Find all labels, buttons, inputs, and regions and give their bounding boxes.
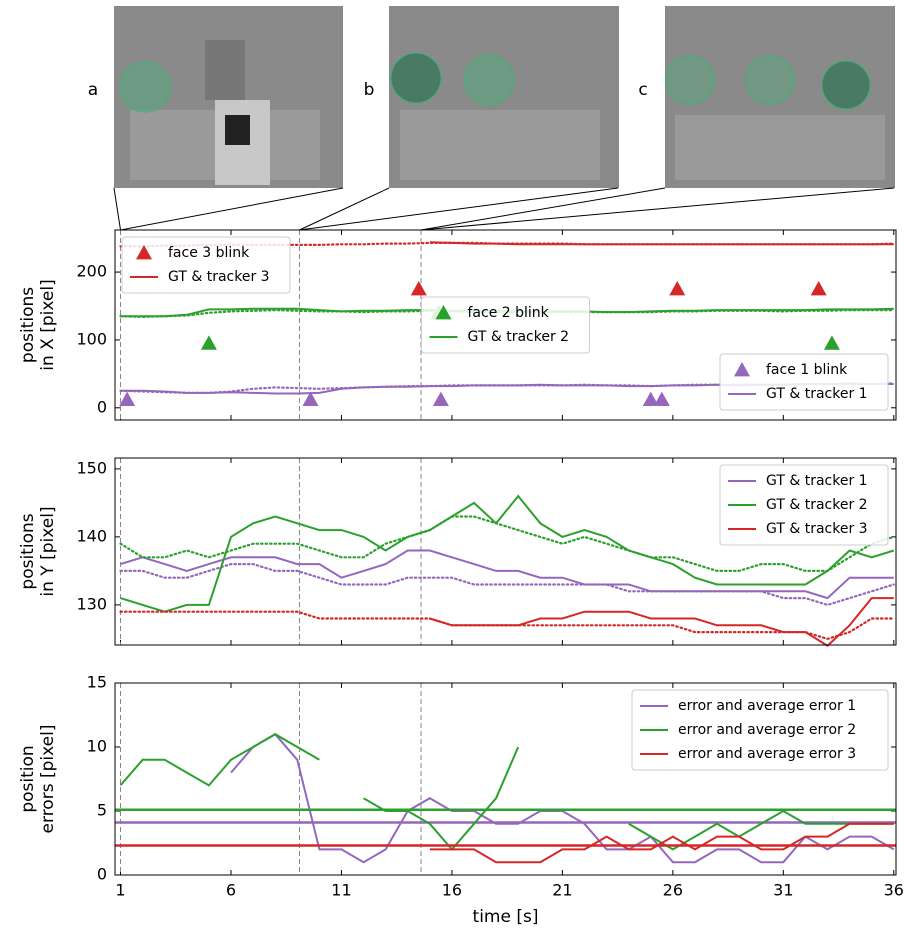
x-tick-label: 16 — [442, 881, 462, 900]
y-tick-label: 200 — [76, 262, 107, 281]
face-marker — [463, 54, 515, 106]
connector — [299, 187, 390, 231]
image-texture — [205, 40, 245, 100]
legend-label: GT & tracker 3 — [168, 269, 270, 285]
y-tick-label: 150 — [76, 458, 107, 477]
y-axis-label: positions — [18, 513, 38, 589]
y-tick-label: 15 — [87, 673, 107, 692]
panel-label: b — [364, 80, 375, 100]
legend-label: error and average error 1 — [678, 698, 856, 714]
face-marker — [745, 55, 795, 105]
y-tick-label: 5 — [97, 801, 107, 820]
blink-marker — [119, 391, 136, 407]
thumbnail-c — [665, 6, 895, 188]
panel-label: a — [88, 80, 98, 100]
blink-marker — [302, 391, 319, 407]
legend-box — [121, 236, 291, 294]
x-tick-label: 26 — [663, 881, 683, 900]
blink-marker — [810, 281, 827, 296]
blink-marker — [823, 335, 840, 350]
blink-marker — [200, 335, 217, 350]
blink-marker — [669, 281, 686, 296]
legend-label: error and average error 2 — [678, 722, 856, 738]
series-line — [120, 494, 895, 613]
x-axis-label: time [s] — [473, 907, 539, 927]
legend-label: GT & tracker 2 — [766, 497, 868, 513]
legend-box — [631, 689, 889, 771]
legend-label: error and average error 3 — [678, 746, 856, 762]
connector — [420, 187, 895, 231]
legend-box — [719, 464, 889, 546]
legend-box — [421, 296, 590, 354]
y-tick-label: 140 — [76, 526, 107, 545]
thumbnail-a — [114, 6, 343, 188]
x-tick-label: 21 — [552, 881, 572, 900]
legend-label: face 2 blink — [468, 305, 550, 321]
thumbnail-b — [389, 6, 619, 188]
legend: face 1 blink GT & tracker 1 — [719, 353, 889, 411]
connector — [120, 187, 344, 231]
x-tick-label: 36 — [884, 881, 904, 900]
x-tick-label: 6 — [226, 881, 236, 900]
panel-label: c — [638, 80, 647, 100]
legend-box — [719, 353, 889, 411]
blink-marker — [642, 391, 659, 407]
face-marker — [665, 55, 715, 105]
y-axis-label: in X [pixel] — [38, 279, 58, 370]
legend-marker — [136, 245, 152, 260]
legend-marker — [435, 305, 452, 320]
y-tick-label: 0 — [97, 397, 107, 416]
y-tick-label: 0 — [97, 865, 107, 884]
legend-label: GT & tracker 1 — [766, 386, 868, 402]
image-texture — [400, 110, 600, 180]
plot-frame — [114, 229, 897, 421]
face-marker — [119, 61, 171, 113]
blink-marker — [432, 391, 449, 407]
y-tick-label: 10 — [87, 737, 107, 756]
series-line — [429, 597, 894, 647]
face-marker — [821, 60, 871, 110]
legend: face 3 blink GT & tracker 3 — [121, 236, 291, 294]
ground-truth-line — [119, 515, 895, 572]
series-line — [120, 549, 894, 600]
legend-marker — [734, 362, 750, 377]
legend-label: GT & tracker 3 — [766, 521, 868, 537]
legend-label: GT & tracker 1 — [766, 473, 868, 489]
plot-frame — [114, 682, 897, 876]
image-texture — [675, 115, 885, 180]
connector — [113, 187, 122, 231]
face-marker — [390, 52, 442, 104]
ground-truth-line — [119, 563, 895, 607]
legend: error and average error 1 error and avera… — [631, 689, 889, 771]
image-texture — [225, 115, 250, 145]
connector — [299, 187, 619, 231]
y-axis-label: positions — [18, 287, 38, 363]
y-axis-label: in Y [pixel] — [38, 506, 58, 596]
blink-marker — [410, 281, 427, 296]
series-line — [429, 241, 894, 246]
legend-label: GT & tracker 2 — [468, 329, 570, 345]
y-axis-label: errors [pixel] — [38, 725, 58, 834]
legend-label: face 3 blink — [168, 245, 250, 261]
plot-frame — [114, 457, 897, 646]
connector — [420, 187, 666, 231]
x-tick-label: 11 — [331, 881, 351, 900]
blink-marker — [653, 391, 670, 407]
legend-label: face 1 blink — [766, 362, 848, 378]
legend: GT & tracker 1 GT & tracker 2 GT & tracker… — [719, 464, 889, 546]
series-line — [230, 732, 895, 864]
series-line — [429, 822, 894, 864]
y-tick-label: 130 — [76, 594, 107, 613]
y-axis-label: position — [18, 745, 38, 812]
x-tick-label: 31 — [773, 881, 793, 900]
x-tick-label: 1 — [115, 881, 125, 900]
legend: face 2 blink GT & tracker 2 — [421, 296, 590, 354]
y-tick-label: 100 — [76, 329, 107, 348]
